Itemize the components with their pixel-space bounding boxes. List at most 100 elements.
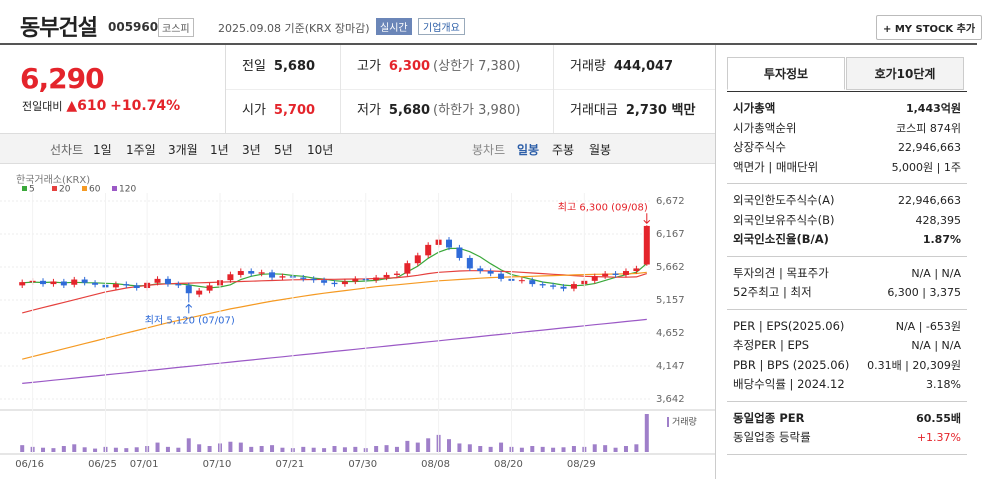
candle-body <box>612 273 619 275</box>
candle-body <box>321 280 328 283</box>
panel-value: 22,946,663 <box>898 194 961 207</box>
period-tab[interactable]: 1일 <box>93 143 112 157</box>
candle-body <box>81 279 88 283</box>
volume-bar <box>478 446 483 452</box>
panel-tab[interactable]: 투자정보 <box>727 57 845 90</box>
candle-body <box>341 281 348 285</box>
y-tick-label: 6,167 <box>656 229 685 240</box>
candle-body <box>498 273 505 279</box>
summary-label: 전일 <box>242 59 266 74</box>
candle-tab[interactable]: 월봉 <box>589 143 612 157</box>
candle-body <box>269 272 276 278</box>
period-tab[interactable]: 10년 <box>307 143 334 157</box>
summary-row: 시가 5,700 저가 5,680 (하한가 3,980) 거래대금 2,730 백만 <box>226 89 716 133</box>
x-tick-label: 08/29 <box>567 459 596 470</box>
period-tab[interactable]: 1년 <box>210 143 229 157</box>
x-tick-label: 07/10 <box>203 459 232 470</box>
panel-tab[interactable]: 호가10단계 <box>846 57 964 90</box>
period-tab[interactable]: 1주일 <box>126 143 156 157</box>
ma-line <box>22 318 647 384</box>
chart-tabs: 선차트 1일 1주일 3개월 1년 3년 5년 10년 봉차트 일봉 주봉 월봉 <box>0 133 715 164</box>
panel-row: PBR | BPS (2025.06) 0.31배 | 20,309원 <box>733 356 961 376</box>
candle-body <box>602 273 609 277</box>
candle-body <box>206 285 213 291</box>
candle-body <box>560 286 567 289</box>
summary-table: 전일 5,680 고가 6,300 (상한가 7,380) 거래량 444,047 시가 5,7… <box>225 45 716 133</box>
candle-body <box>404 263 411 274</box>
candle-body <box>518 280 525 282</box>
low-annotation: 최저 5,120 (07/07) <box>145 314 235 326</box>
candle-body <box>539 284 546 286</box>
panel-row: 시가총액순위 코스피 874위 <box>733 119 961 139</box>
candle-body <box>633 268 640 272</box>
realtime-button[interactable]: 실시간 <box>376 18 412 35</box>
panel-value: N/A | -653원 <box>895 319 961 333</box>
panel-group: PER | EPS(2025.06) N/A | -653원 추정PER | EPS… <box>727 310 967 402</box>
x-tick-label: 07/21 <box>275 459 304 470</box>
divider <box>715 45 716 479</box>
change-line: 전일대비 ▲610 +10.74% <box>22 98 180 114</box>
volume-bar <box>353 446 358 452</box>
candle-body <box>50 281 57 285</box>
volume-bar <box>426 438 431 452</box>
y-tick-label: 5,157 <box>656 295 685 306</box>
volume-bar <box>51 448 56 452</box>
volume-bar <box>155 442 160 452</box>
panel-label: 52주최고 | 최저 <box>733 285 812 299</box>
panel-value: 1.87% <box>922 233 961 246</box>
overview-button[interactable]: 기업개요 <box>418 18 465 35</box>
panel-value: 428,395 <box>915 213 962 227</box>
mystock-button[interactable]: + MY STOCK 추가 <box>876 15 983 40</box>
x-tick-label: 06/25 <box>88 459 117 470</box>
panel-value: 5,000원 | 1주 <box>891 160 961 174</box>
period-tab[interactable]: 3년 <box>242 143 261 157</box>
volume-bar <box>82 447 87 452</box>
candle-body <box>414 255 421 264</box>
stock-code: 005960 <box>108 20 159 34</box>
volume-bar <box>644 414 649 452</box>
panel-label: PBR | BPS (2025.06) <box>733 357 850 372</box>
panel-label: 시가총액 <box>733 101 776 115</box>
candle-body <box>529 280 536 285</box>
period-tab[interactable]: 3개월 <box>168 143 198 157</box>
panel-row: 동일업종 등락률 +1.37% <box>733 428 961 448</box>
change-label: 전일대비 <box>22 100 63 113</box>
summary-value: 6,300 <box>388 59 431 74</box>
panel-value: 코스피 874위 <box>896 121 961 135</box>
panel-row: 투자의견 | 목표주가 N/A | N/A <box>733 264 961 284</box>
panel-group: 외국인한도주식수(A) 22,946,663 외국인보유주식수(B) 428,395 외… <box>727 184 967 257</box>
x-tick-label: 08/20 <box>494 459 523 470</box>
panel-label: 상장주식수 <box>733 140 786 154</box>
volume-bar <box>613 447 618 452</box>
x-tick-label: 06/16 <box>15 459 44 470</box>
volume-bar <box>551 447 556 452</box>
candle-body <box>40 280 47 285</box>
candle-body <box>133 285 140 289</box>
panel-row: 추정PER | EPS N/A | N/A <box>733 336 961 356</box>
period-tab[interactable]: 5년 <box>274 143 293 157</box>
summary-label: 고가 <box>357 59 381 74</box>
panel-value: N/A | N/A <box>911 339 961 352</box>
x-tick-label: 08/08 <box>421 459 450 470</box>
panel-value: 1,443억원 <box>905 102 961 115</box>
change-rate: +10.74% <box>110 98 181 114</box>
candle-body <box>154 278 161 283</box>
volume-bar <box>134 447 139 452</box>
candle-tab[interactable]: 일봉 <box>517 143 540 157</box>
panel-row: 상장주식수 22,946,663 <box>733 138 961 158</box>
summary-value: 5,700 <box>273 103 316 118</box>
volume-bar <box>322 448 327 452</box>
summary-row: 전일 5,680 고가 6,300 (상한가 7,380) 거래량 444,047 <box>226 45 716 90</box>
volume-bar <box>124 448 129 452</box>
legend-swatch <box>52 186 57 191</box>
volume-bar <box>415 442 420 452</box>
summary-cell: 시가 5,700 <box>226 89 341 133</box>
panel-label: 추정PER | EPS <box>733 338 810 352</box>
candle-body <box>237 271 244 275</box>
volume-swatch <box>667 417 669 427</box>
candle-tab[interactable]: 주봉 <box>552 143 575 157</box>
panel-row: 동일업종 PER 60.55배 <box>733 409 961 429</box>
tab-group-label: 선차트 <box>50 143 84 157</box>
volume-bar <box>186 438 191 452</box>
volume-bar <box>61 446 66 452</box>
